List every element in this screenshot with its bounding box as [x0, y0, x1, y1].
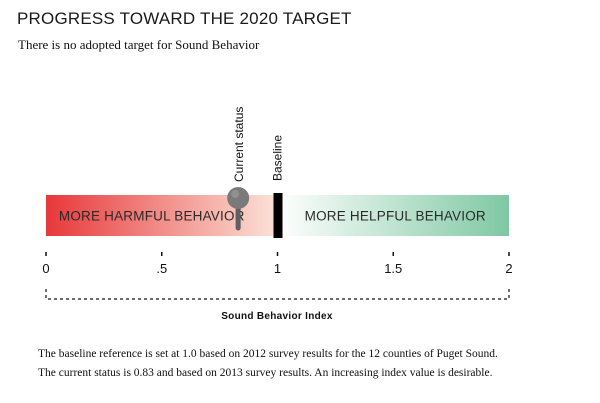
- x-tick-label: 2: [505, 261, 512, 276]
- baseline-label: Baseline: [271, 135, 285, 181]
- footnotes: The baseline reference is set at 1.0 bas…: [38, 345, 578, 383]
- x-tick-label: 1.5: [384, 261, 402, 276]
- page-subtitle: There is no adopted target for Sound Beh…: [18, 37, 260, 52]
- helpful-zone-band: [277, 195, 509, 236]
- x-tick-label: 1: [274, 261, 281, 276]
- current-status-pin: [227, 187, 250, 231]
- x-axis-label: Sound Behavior Index: [221, 311, 333, 322]
- page-title: PROGRESS TOWARD THE 2020 TARGET: [17, 9, 352, 28]
- axis-range-bracket: [45, 289, 510, 300]
- baseline-marker: [273, 193, 283, 238]
- current-status-note: The current status is 0.83 and based on …: [38, 367, 493, 379]
- helpful-zone-label: MORE HELPFUL BEHAVIOR: [305, 209, 486, 224]
- index-gauge-chart: MORE HARMFUL BEHAVIOR MORE HELPFUL BEHAVI…: [42, 107, 512, 322]
- current-status-label: Current status: [232, 107, 246, 182]
- baseline-note: The baseline reference is set at 1.0 bas…: [38, 348, 498, 360]
- x-tick-label: 0: [42, 261, 49, 276]
- x-tick-label: .5: [156, 261, 167, 276]
- harmful-zone-label: MORE HARMFUL BEHAVIOR: [59, 209, 245, 224]
